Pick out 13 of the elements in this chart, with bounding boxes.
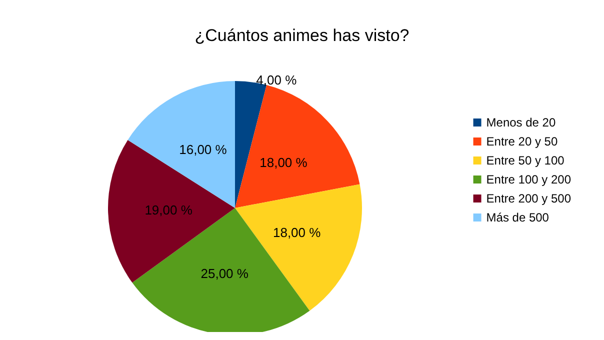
data-label: 18,00 % [272, 224, 322, 240]
data-label: 4,00 % [256, 72, 298, 88]
legend-label: Menos de 20 [486, 116, 556, 130]
data-label: 25,00 % [200, 266, 249, 282]
legend-label: Más de 500 [486, 210, 550, 224]
chart-title: ¿Cuántos animes has visto? [194, 26, 410, 45]
data-label: 16,00 % [179, 142, 228, 158]
data-label: 18,00 % [260, 154, 308, 170]
legend-label: Entre 100 y 200 [486, 172, 572, 186]
legend-label: Entre 20 y 50 [486, 134, 558, 148]
data-label: 19,00 % [144, 202, 193, 218]
legend-label: Entre 200 y 500 [486, 192, 572, 206]
legend-label: Entre 50 y 100 [486, 154, 565, 168]
